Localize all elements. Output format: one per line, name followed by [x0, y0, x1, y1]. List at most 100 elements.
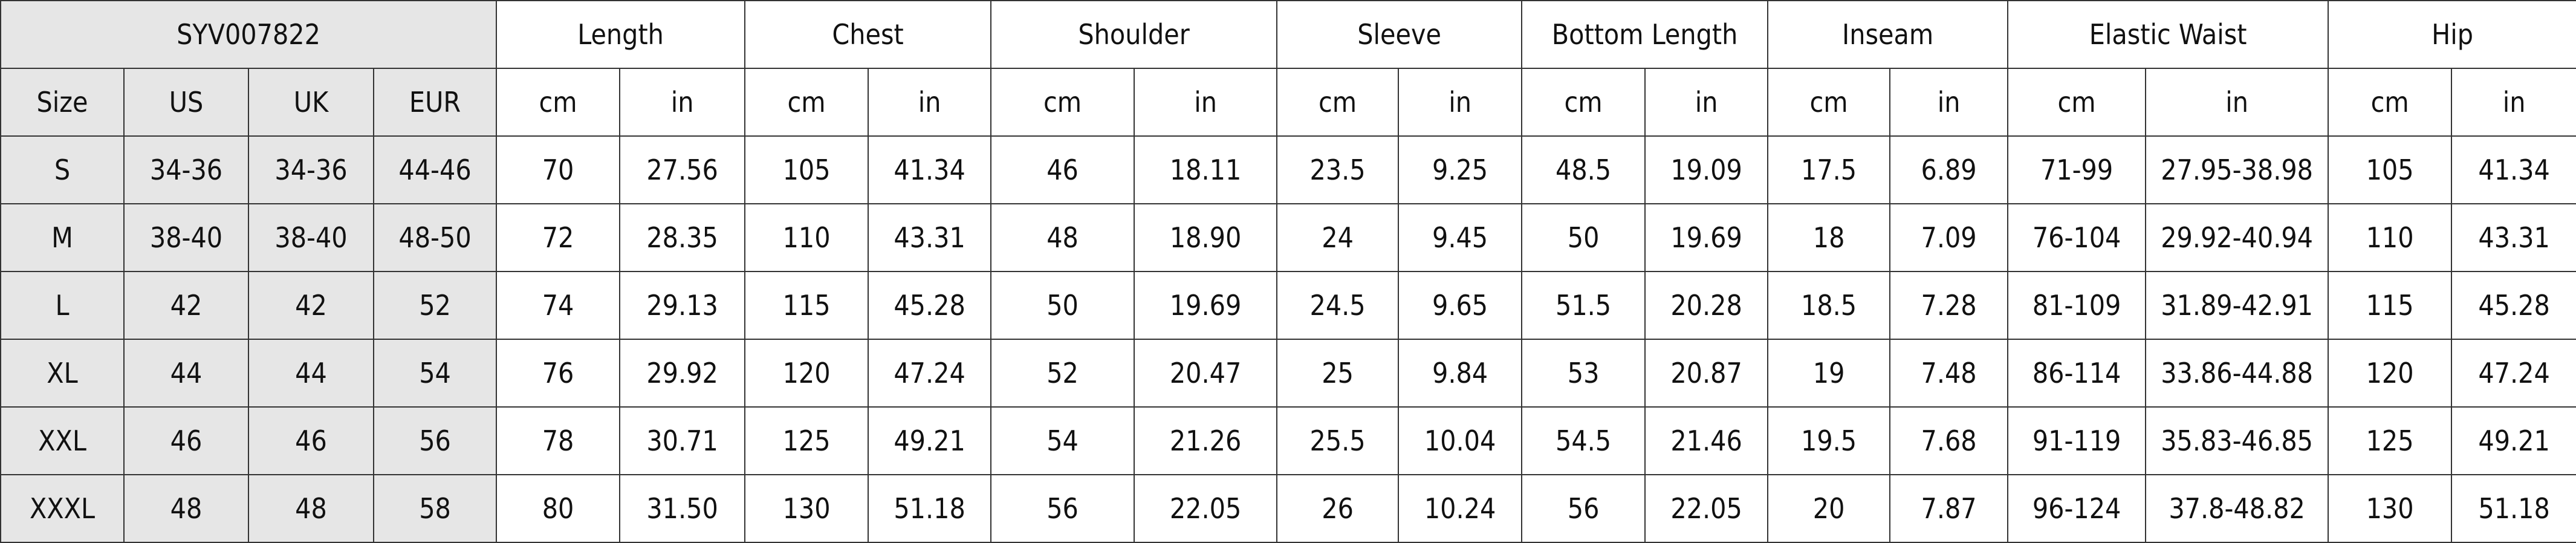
measurement-cell: 29.92: [619, 339, 746, 408]
measurement-cell: 23.5: [1276, 135, 1400, 204]
size-cell: XXXL: [0, 474, 125, 543]
measurement-cell: 28.35: [619, 203, 746, 272]
measurement-header: Inseam: [1767, 0, 2009, 69]
measurement-header: Bottom Length: [1521, 0, 1769, 69]
measurement-cell: 7.28: [1889, 271, 2009, 340]
measurement-cell: 105: [2328, 135, 2453, 204]
measurement-cell: 110: [2328, 203, 2453, 272]
measurement-cell: 7.09: [1889, 203, 2009, 272]
measurement-cell: 9.65: [1398, 271, 1523, 340]
measurement-cell: 86-114: [2007, 339, 2147, 408]
measurement-cell: 19: [1767, 339, 1891, 408]
measurement-cell: 120: [744, 339, 869, 408]
header-row-measurements: SYV007822 Length Chest Shoulder Sleeve Bottom…: [0, 0, 2576, 69]
measurement-cell: 78: [496, 406, 621, 475]
measurement-cell: 19.09: [1644, 135, 1769, 204]
measurement-header: Length: [496, 0, 746, 69]
measurement-cell: 130: [744, 474, 869, 543]
unit-header-in: in: [2145, 68, 2329, 137]
unit-header-in: in: [1889, 68, 2009, 137]
measurement-cell: 24: [1276, 203, 1400, 272]
size-cell: 34-36: [123, 135, 249, 204]
measurement-cell: 21.46: [1644, 406, 1769, 475]
unit-header-in: in: [868, 68, 992, 137]
measurement-cell: 45.28: [2451, 271, 2576, 340]
size-cell: 44: [123, 339, 249, 408]
size-cell: XXL: [0, 406, 125, 475]
measurement-cell: 29.13: [619, 271, 746, 340]
size-cell: 48-50: [372, 203, 498, 272]
measurement-cell: 29.92-40.94: [2145, 203, 2329, 272]
measurement-header: Shoulder: [990, 0, 1278, 69]
unit-header-cm: cm: [1521, 68, 1646, 137]
product-code-header: SYV007822: [0, 0, 498, 69]
measurement-cell: 71-99: [2007, 135, 2147, 204]
measurement-cell: 31.89-42.91: [2145, 271, 2329, 340]
measurement-cell: 54.5: [1521, 406, 1646, 475]
measurement-cell: 25: [1276, 339, 1400, 408]
measurement-cell: 35.83-46.85: [2145, 406, 2329, 475]
size-system-header: EUR: [372, 68, 498, 137]
measurement-cell: 115: [744, 271, 869, 340]
unit-header-cm: cm: [2328, 68, 2453, 137]
measurement-cell: 47.24: [868, 339, 992, 408]
size-cell: XL: [0, 339, 125, 408]
measurement-cell: 81-109: [2007, 271, 2147, 340]
measurement-cell: 21.26: [1134, 406, 1278, 475]
unit-header-cm: cm: [990, 68, 1135, 137]
measurement-cell: 49.21: [868, 406, 992, 475]
measurement-cell: 110: [744, 203, 869, 272]
measurement-cell: 9.25: [1398, 135, 1523, 204]
measurement-cell: 31.50: [619, 474, 746, 543]
measurement-cell: 24.5: [1276, 271, 1400, 340]
measurement-cell: 19.69: [1134, 271, 1278, 340]
size-cell: 44-46: [372, 135, 498, 204]
table-row: XXXL 48 48 58 80 31.50 130 51.18 56 22.05 26 10.24 5…: [0, 474, 2576, 543]
measurement-cell: 51.18: [2451, 474, 2576, 543]
measurement-cell: 49.21: [2451, 406, 2576, 475]
measurement-cell: 96-124: [2007, 474, 2147, 543]
measurement-cell: 51.18: [868, 474, 992, 543]
measurement-cell: 18: [1767, 203, 1891, 272]
size-cell: 38-40: [123, 203, 249, 272]
measurement-cell: 80: [496, 474, 621, 543]
size-cell: 44: [248, 339, 374, 408]
size-system-header: Size: [0, 68, 125, 137]
measurement-cell: 18.11: [1134, 135, 1278, 204]
measurement-cell: 56: [990, 474, 1135, 543]
unit-header-cm: cm: [1276, 68, 1400, 137]
measurement-cell: 6.89: [1889, 135, 2009, 204]
unit-header-cm: cm: [744, 68, 869, 137]
measurement-cell: 19.5: [1767, 406, 1891, 475]
measurement-cell: 9.84: [1398, 339, 1523, 408]
measurement-cell: 7.68: [1889, 406, 2009, 475]
measurement-cell: 76-104: [2007, 203, 2147, 272]
measurement-cell: 18.5: [1767, 271, 1891, 340]
header-row-units: Size US UK EUR cm in cm in cm in cm in cm in cm in cm in c…: [0, 68, 2576, 137]
unit-header-in: in: [2451, 68, 2576, 137]
measurement-cell: 10.04: [1398, 406, 1523, 475]
measurement-cell: 33.86-44.88: [2145, 339, 2329, 408]
measurement-cell: 27.56: [619, 135, 746, 204]
measurement-cell: 20.28: [1644, 271, 1769, 340]
measurement-cell: 74: [496, 271, 621, 340]
measurement-cell: 72: [496, 203, 621, 272]
measurement-cell: 25.5: [1276, 406, 1400, 475]
measurement-cell: 52: [990, 339, 1135, 408]
measurement-header: Chest: [744, 0, 992, 69]
measurement-header: Elastic Waist: [2007, 0, 2329, 69]
measurement-cell: 120: [2328, 339, 2453, 408]
measurement-cell: 50: [990, 271, 1135, 340]
size-cell: 38-40: [248, 203, 374, 272]
table-row: M 38-40 38-40 48-50 72 28.35 110 43.31 48 18.90 24…: [0, 203, 2576, 272]
measurement-cell: 45.28: [868, 271, 992, 340]
unit-header-in: in: [1134, 68, 1278, 137]
measurement-header: Hip: [2328, 0, 2576, 69]
size-cell: S: [0, 135, 125, 204]
size-cell: 46: [248, 406, 374, 475]
measurement-cell: 53: [1521, 339, 1646, 408]
measurement-cell: 26: [1276, 474, 1400, 543]
unit-header-in: in: [619, 68, 746, 137]
measurement-cell: 43.31: [2451, 203, 2576, 272]
measurement-cell: 50: [1521, 203, 1646, 272]
